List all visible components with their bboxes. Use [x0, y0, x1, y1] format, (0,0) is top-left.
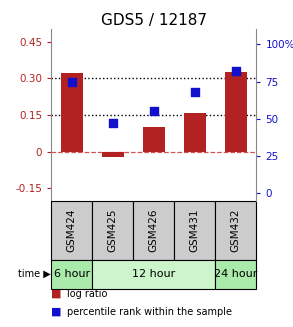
Title: GDS5 / 12187: GDS5 / 12187	[101, 13, 207, 28]
Text: GSM424: GSM424	[67, 208, 77, 252]
Bar	[183, 112, 206, 152]
Point	[193, 89, 197, 95]
Point	[69, 79, 74, 84]
Bar	[51, 201, 92, 260]
Text: 6 hour: 6 hour	[54, 269, 90, 279]
Text: 12 hour: 12 hour	[132, 269, 176, 279]
Bar	[101, 152, 124, 157]
Text: log ratio: log ratio	[67, 289, 108, 299]
Text: GSM432: GSM432	[231, 208, 241, 252]
Bar	[133, 201, 174, 260]
Bar	[225, 72, 247, 152]
Bar	[92, 201, 133, 260]
Text: 24 hour: 24 hour	[214, 269, 258, 279]
Text: GSM426: GSM426	[149, 208, 159, 252]
Bar	[174, 201, 215, 260]
Bar	[60, 74, 83, 152]
Bar	[215, 201, 256, 260]
Point	[110, 121, 115, 126]
Text: ■: ■	[51, 307, 62, 317]
Bar	[215, 260, 256, 289]
Text: GSM431: GSM431	[190, 208, 200, 252]
Text: GSM425: GSM425	[108, 208, 118, 252]
Bar	[51, 260, 92, 289]
Text: ■: ■	[51, 289, 62, 299]
Point	[151, 109, 156, 114]
Bar	[142, 127, 165, 152]
Point	[234, 68, 238, 74]
Text: time ▶: time ▶	[18, 269, 50, 279]
Bar	[92, 260, 215, 289]
Text: percentile rank within the sample: percentile rank within the sample	[67, 307, 232, 317]
